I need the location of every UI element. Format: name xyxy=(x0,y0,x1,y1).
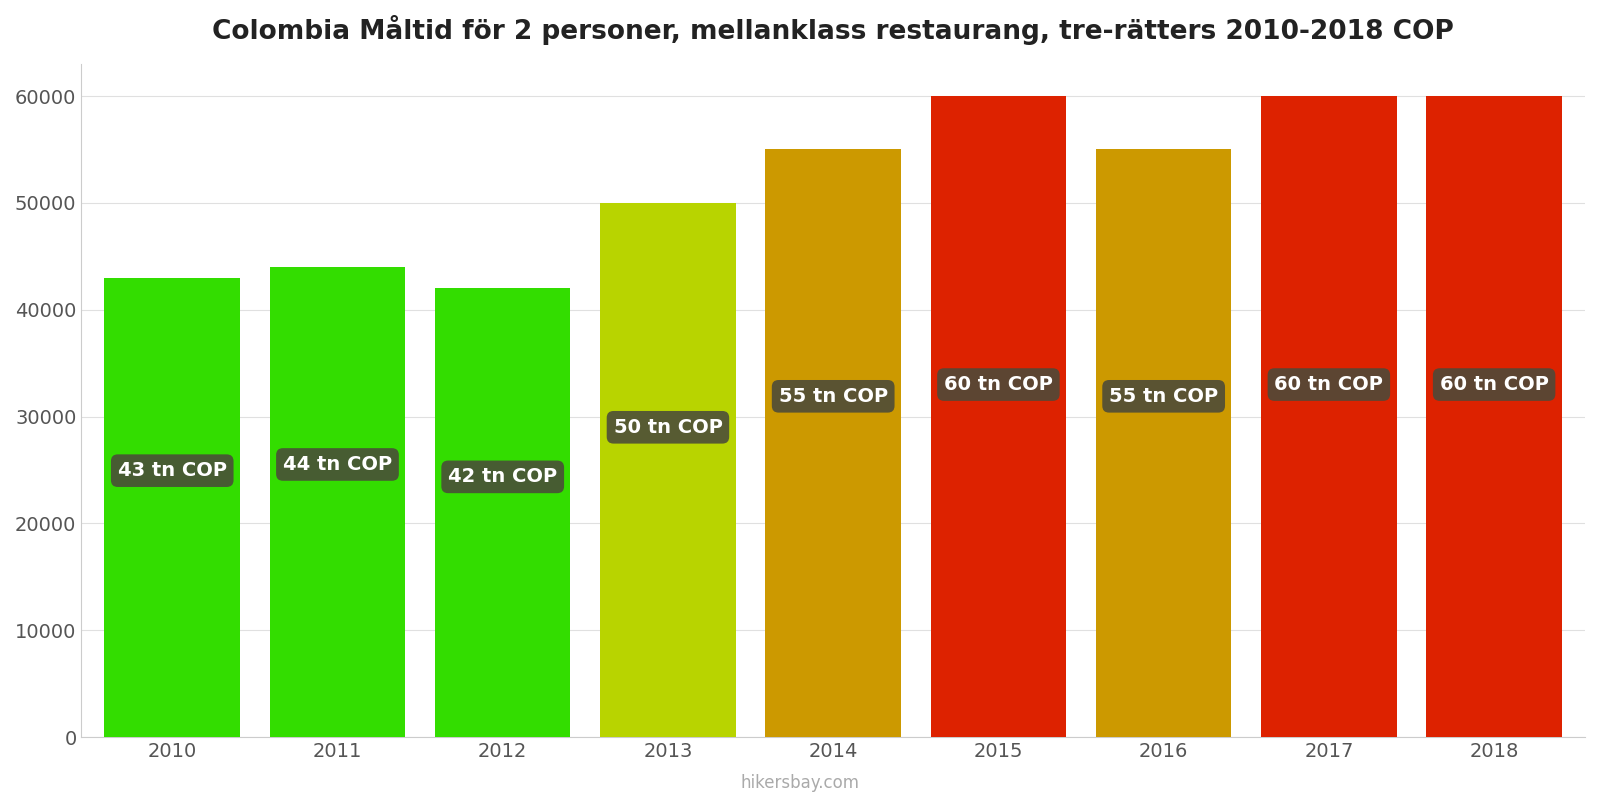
Bar xyxy=(931,96,1066,737)
Text: 60 tn COP: 60 tn COP xyxy=(944,375,1053,394)
Text: 42 tn COP: 42 tn COP xyxy=(448,467,557,486)
Text: hikersbay.com: hikersbay.com xyxy=(741,774,859,792)
Bar xyxy=(765,150,901,737)
Bar xyxy=(104,278,240,737)
Title: Colombia Måltid för 2 personer, mellanklass restaurang, tre-rätters 2010-2018 CO: Colombia Måltid för 2 personer, mellankl… xyxy=(213,15,1454,45)
Text: 44 tn COP: 44 tn COP xyxy=(283,455,392,474)
Text: 55 tn COP: 55 tn COP xyxy=(1109,387,1218,406)
Bar xyxy=(435,288,571,737)
Text: 43 tn COP: 43 tn COP xyxy=(118,461,227,480)
Bar xyxy=(600,203,736,737)
Text: 55 tn COP: 55 tn COP xyxy=(779,387,888,406)
Bar xyxy=(270,267,405,737)
Text: 60 tn COP: 60 tn COP xyxy=(1275,375,1384,394)
Text: 60 tn COP: 60 tn COP xyxy=(1440,375,1549,394)
Text: 50 tn COP: 50 tn COP xyxy=(613,418,722,437)
Bar xyxy=(1096,150,1232,737)
Bar xyxy=(1261,96,1397,737)
Bar xyxy=(1426,96,1562,737)
